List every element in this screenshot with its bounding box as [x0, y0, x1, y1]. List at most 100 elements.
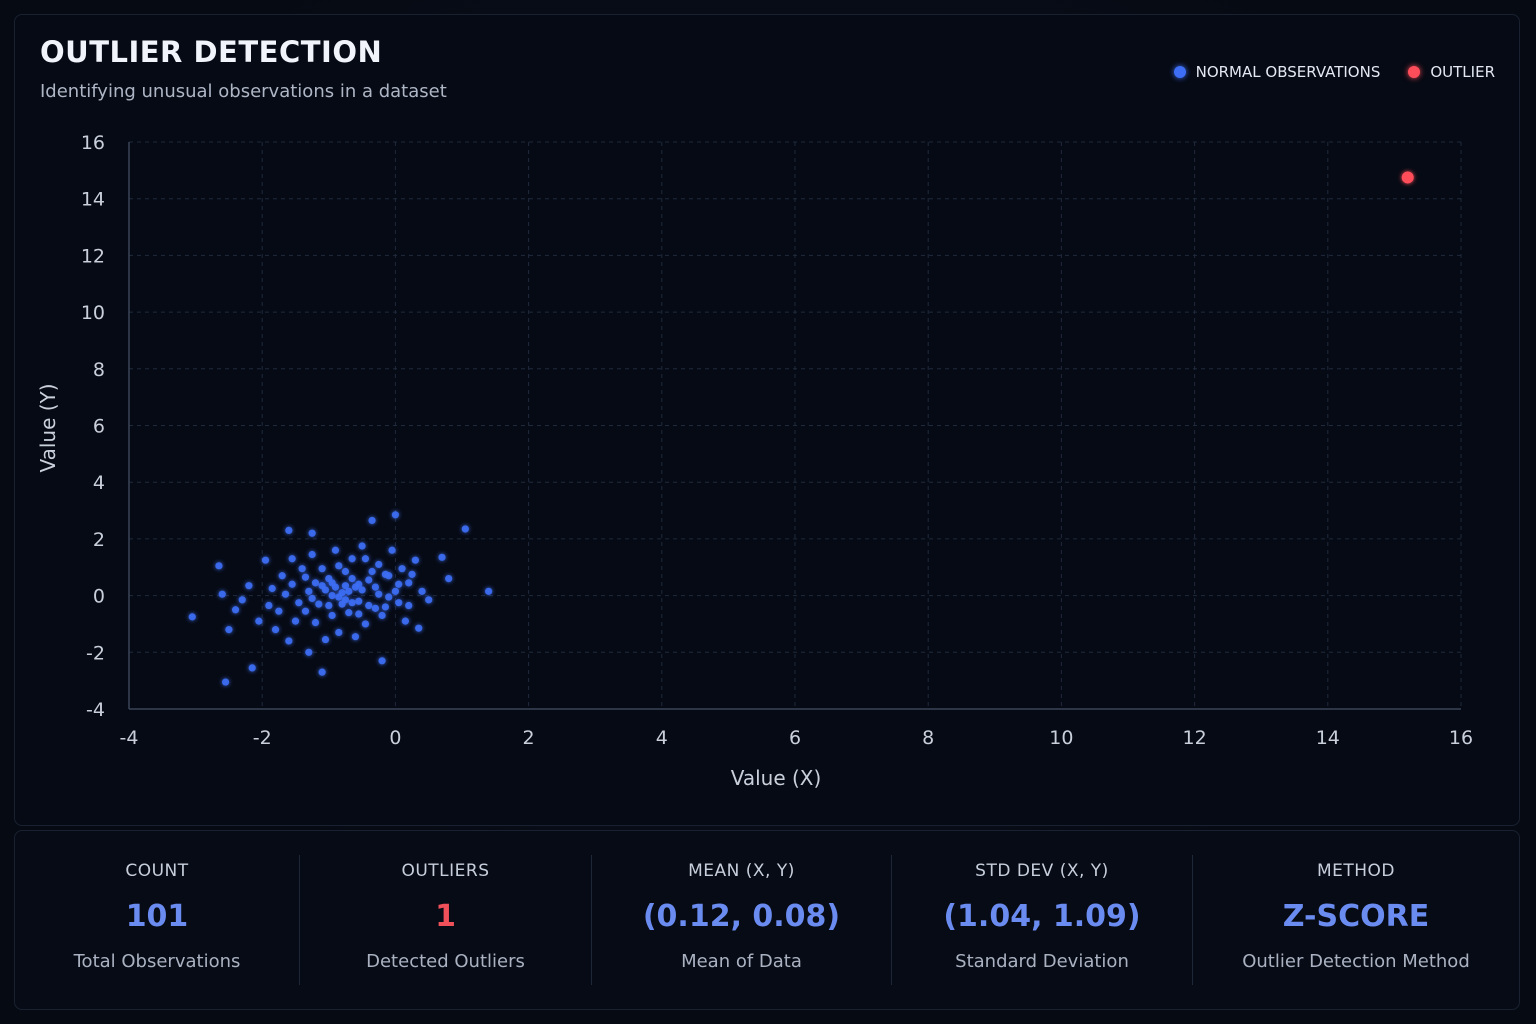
normal-point: [445, 574, 453, 583]
normal-point: [398, 565, 406, 573]
normal-point: [335, 628, 343, 637]
normal-point: [308, 594, 316, 603]
normal-point: [331, 583, 340, 591]
legend-item-outlier[interactable]: OUTLIER: [1408, 63, 1495, 81]
stat-count: COUNT 101 Total Observations: [15, 831, 299, 1009]
normal-point: [348, 599, 356, 607]
y-tick-label: -2: [86, 642, 105, 664]
normal-point: [385, 572, 393, 580]
normal-point: [375, 560, 383, 569]
normal-point: [288, 555, 296, 563]
normal-point: [285, 637, 293, 645]
legend: NORMAL OBSERVATIONS OUTLIER: [1173, 63, 1495, 81]
normal-point: [308, 550, 316, 559]
x-tick-label: 6: [789, 727, 801, 749]
normal-point: [368, 567, 376, 576]
normal-point: [358, 542, 366, 550]
stat-description: Outlier Detection Method: [1242, 951, 1470, 972]
normal-point: [271, 626, 280, 634]
normal-point: [391, 511, 399, 519]
x-tick-label: 14: [1316, 727, 1340, 749]
x-tick-label: 10: [1049, 727, 1073, 749]
x-tick-label: 0: [389, 727, 401, 749]
normal-point: [225, 626, 233, 634]
stat-method: METHOD Z-SCORE Outlier Detection Method: [1193, 831, 1519, 1009]
normal-point: [391, 587, 399, 595]
normal-point: [315, 600, 323, 608]
normal-point: [215, 562, 223, 570]
y-axis-label: Value (Y): [36, 383, 60, 472]
outlier-dot-icon: [1408, 66, 1421, 78]
normal-point: [245, 582, 253, 590]
stats-panel: COUNT 101 Total Observations OUTLIERS 1 …: [14, 830, 1520, 1010]
y-tick-label: 12: [81, 245, 105, 267]
normal-point: [295, 599, 303, 607]
stat-label: OUTLIERS: [401, 861, 490, 881]
normal-point: [278, 572, 286, 580]
stat-label: STD DEV (X, Y): [975, 861, 1109, 881]
normal-point: [461, 525, 469, 533]
legend-label-normal: NORMAL OBSERVATIONS: [1195, 63, 1381, 81]
normal-point: [311, 618, 320, 627]
stat-outliers: OUTLIERS 1 Detected Outliers: [300, 831, 591, 1009]
y-tick-label: 0: [93, 586, 105, 608]
normal-point: [301, 607, 310, 615]
y-tick-label: -4: [86, 699, 105, 721]
normal-point: [275, 607, 283, 615]
y-tick-label: 16: [81, 132, 105, 154]
normal-point: [405, 579, 413, 587]
outlier-point: [1401, 171, 1414, 184]
divider: [891, 855, 892, 985]
normal-point: [348, 574, 356, 583]
normal-point: [365, 601, 373, 610]
x-tick-label: -2: [253, 727, 272, 749]
stat-value: Z-SCORE: [1282, 899, 1430, 934]
normal-point: [368, 516, 376, 525]
y-tick-label: 2: [93, 529, 105, 551]
y-tick-label: 14: [81, 189, 105, 211]
normal-point: [401, 617, 409, 625]
scatter-chart: -4 -2 0 2 4 6 8 10 12 14 16 16 14 12 10 8 6 4 2 0 -2 -4 Value…: [36, 132, 1473, 790]
normal-point: [371, 583, 380, 591]
normal-point: [188, 613, 196, 621]
normal-point: [261, 556, 270, 564]
normal-point: [331, 546, 340, 554]
normal-point: [268, 584, 276, 593]
normal-point: [318, 582, 326, 590]
normal-point: [388, 546, 396, 554]
x-tick-label: 2: [523, 727, 535, 749]
axes: -4 -2 0 2 4 6 8 10 12 14 16 16 14 12 10 8 6 4 2 0 -2 -4: [81, 132, 1473, 749]
normal-point: [221, 678, 230, 686]
normal-point: [305, 587, 313, 595]
stat-value: (0.12, 0.08): [642, 899, 841, 934]
legend-item-normal[interactable]: NORMAL OBSERVATIONS: [1173, 63, 1381, 81]
chart-panel: OUTLIER DETECTION Identifying unusual ob…: [14, 14, 1520, 826]
normal-point: [415, 624, 423, 632]
normal-point: [335, 562, 343, 570]
normal-point: [298, 565, 306, 573]
stat-value: (1.04, 1.09): [943, 899, 1141, 934]
divider: [299, 855, 300, 985]
normal-point: [338, 600, 346, 608]
x-tick-label: 12: [1183, 727, 1207, 749]
points: [188, 171, 1414, 686]
normal-point: [361, 620, 370, 628]
normal-point: [358, 586, 366, 594]
x-tick-label: 8: [922, 727, 934, 749]
normal-point: [378, 611, 386, 620]
normal-point: [255, 617, 263, 625]
normal-point: [305, 648, 313, 656]
normal-point: [395, 599, 403, 607]
normal-point: [365, 576, 373, 584]
normal-point: [345, 609, 353, 617]
stat-label: MEAN (X, Y): [688, 861, 795, 881]
normal-point: [231, 606, 240, 614]
stat-value: 101: [125, 899, 189, 934]
normal-point: [341, 567, 350, 576]
stat-mean: MEAN (X, Y) (0.12, 0.08) Mean of Data: [592, 831, 891, 1009]
normal-point: [318, 668, 326, 676]
x-tick-label: 16: [1449, 727, 1473, 749]
normal-point: [355, 597, 363, 605]
normal-point: [285, 526, 293, 534]
